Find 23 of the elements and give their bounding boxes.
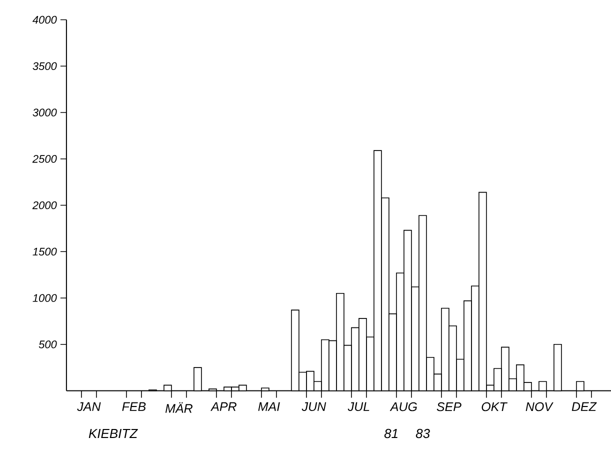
x-tick-label: APR	[210, 402, 236, 411]
y-tick-label: 2000	[32, 201, 57, 210]
x-tick-label: MAI	[258, 402, 280, 411]
x-tick-label: JUN	[302, 402, 326, 412]
x-tick-label: AUG	[390, 402, 417, 412]
text: KIEBITZ	[88, 429, 138, 438]
y-tick-label: 1500	[32, 248, 57, 256]
y-tick-label: 2500	[32, 155, 57, 163]
y-tick-label: 3500	[32, 62, 57, 70]
text: 83	[416, 428, 430, 438]
y-tick-label: 4000	[32, 16, 57, 24]
y-tick-label: 3000	[32, 108, 57, 116]
x-tick-label: MÄR	[165, 402, 192, 413]
y-tick-label: 500	[38, 340, 57, 348]
x-tick-label: OKT	[482, 402, 508, 412]
x-tick-label: DEZ	[572, 402, 597, 411]
x-tick-label: NOV	[526, 402, 554, 412]
y-tick-label: 1000	[32, 294, 57, 302]
x-tick-label: FEB	[122, 402, 146, 411]
text: 81	[384, 428, 398, 438]
x-tick-label: JAN	[77, 402, 101, 412]
x-tick-label: JUL	[348, 402, 370, 412]
x-tick-label: SEP	[436, 402, 462, 412]
